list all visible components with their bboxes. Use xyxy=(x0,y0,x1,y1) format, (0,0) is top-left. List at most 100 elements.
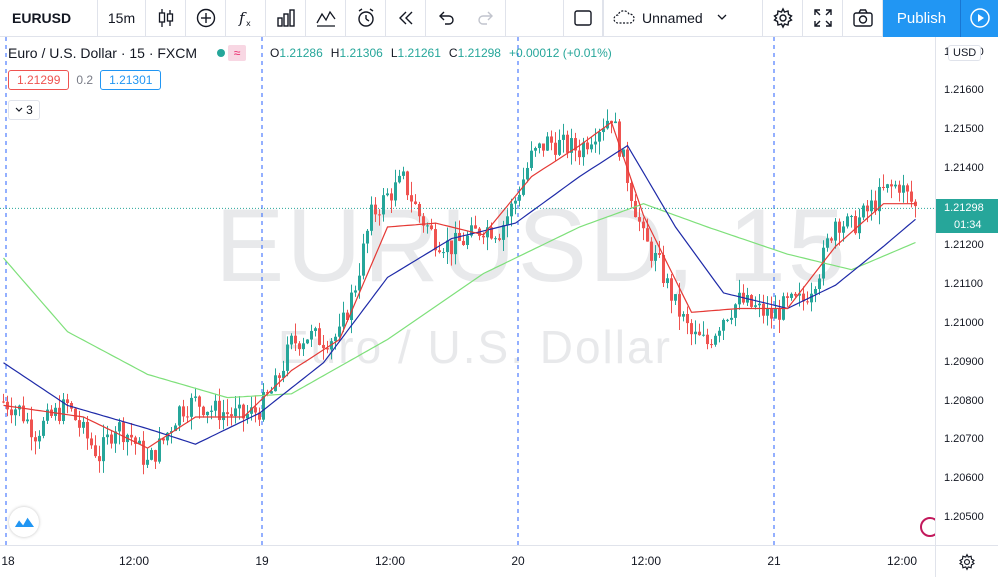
indicators-count: 3 xyxy=(26,103,33,117)
screenshot-icon[interactable] xyxy=(843,0,883,37)
candle-body xyxy=(510,203,513,217)
time-tick-label: 12:00 xyxy=(886,554,918,568)
chart-pane[interactable]: EURUSD, 15 Euro / U.S. Dollar Euro / U.S… xyxy=(0,37,935,545)
candle-body xyxy=(582,142,585,158)
candle-body xyxy=(422,216,425,226)
sell-button[interactable]: 1.21299 xyxy=(8,70,70,90)
candle-body xyxy=(174,425,177,432)
candle-body xyxy=(642,221,645,229)
candle-body xyxy=(506,216,509,226)
redo-icon[interactable] xyxy=(466,0,506,37)
undo-icon[interactable] xyxy=(426,0,466,37)
chart-settings-corner[interactable] xyxy=(935,545,998,577)
candle-body xyxy=(102,437,105,462)
candle-body xyxy=(906,185,909,192)
bar-countdown: 01:34 xyxy=(936,217,998,234)
candle-body xyxy=(354,290,357,293)
candle-body xyxy=(158,438,161,462)
layout-name: Unnamed xyxy=(642,10,703,26)
candle-body xyxy=(682,314,685,317)
candle-body xyxy=(58,407,61,421)
candle-body xyxy=(514,200,517,204)
candle-body xyxy=(694,331,697,335)
candle-body xyxy=(594,141,597,145)
price-tick-label: 1.20600 xyxy=(944,472,984,485)
candle-body xyxy=(554,142,557,155)
candle-body xyxy=(86,421,89,439)
candle-body xyxy=(446,240,449,253)
indicators-toggle-button[interactable]: 3 xyxy=(8,100,40,120)
ma-slow-line xyxy=(3,203,916,399)
settings-icon[interactable] xyxy=(763,0,803,37)
replay-icon[interactable] xyxy=(386,0,426,37)
currency-label[interactable]: USD xyxy=(948,45,982,61)
candle-body xyxy=(418,203,421,217)
candle-body xyxy=(306,339,309,344)
candles-icon[interactable] xyxy=(146,0,186,37)
candle-body xyxy=(878,186,881,212)
fullscreen-icon[interactable] xyxy=(803,0,843,37)
compare-icon[interactable] xyxy=(306,0,346,37)
publish-button[interactable]: Publish xyxy=(883,0,961,37)
candle-body xyxy=(502,225,505,240)
candle-body xyxy=(798,293,801,296)
templates-icon[interactable] xyxy=(266,0,306,37)
candle-body xyxy=(222,412,225,421)
candle-body xyxy=(70,403,73,409)
layout-menu-button[interactable]: Unnamed xyxy=(603,0,763,37)
candle-body xyxy=(346,312,349,321)
candle-body xyxy=(894,184,897,187)
candle-body xyxy=(46,409,49,421)
chevron-down-icon xyxy=(15,107,23,112)
alert-icon[interactable] xyxy=(346,0,386,37)
candle-body xyxy=(74,408,77,421)
add-compare-icon[interactable] xyxy=(186,0,226,37)
candle-body xyxy=(726,319,729,321)
candle-body xyxy=(286,344,289,371)
time-axis[interactable]: 18 12:00 19 12:00 20 12:00 21 12:00 xyxy=(0,545,935,577)
candle-body xyxy=(686,314,689,324)
fullscreen-square-icon[interactable] xyxy=(563,0,603,37)
moving-averages xyxy=(3,121,916,449)
candle-body xyxy=(842,226,845,233)
tradingview-logo-icon[interactable] xyxy=(9,507,39,537)
candle-body xyxy=(410,195,413,202)
market-status-badge[interactable]: ≈ xyxy=(217,45,247,61)
candle-body xyxy=(430,225,433,230)
candle-body xyxy=(566,134,569,153)
interval-button[interactable]: 15m xyxy=(98,0,146,37)
candle-body xyxy=(466,235,469,246)
candle-body xyxy=(390,193,393,201)
legend-title[interactable]: Euro / U.S. Dollar · 15 · FXCM xyxy=(8,45,198,61)
candle-body xyxy=(202,406,205,416)
events-icon[interactable] xyxy=(920,517,935,537)
candle-body xyxy=(702,334,705,336)
candle-body xyxy=(190,397,193,417)
session-lines xyxy=(5,37,775,545)
candle-body xyxy=(578,150,581,158)
candle-body xyxy=(290,335,293,345)
symbol-search-button[interactable]: EURUSD xyxy=(0,0,98,37)
candle-body xyxy=(22,405,25,422)
gear-icon xyxy=(959,552,975,571)
candle-body xyxy=(630,182,633,201)
trade-buttons: 1.21299 0.2 1.21301 xyxy=(8,70,162,90)
candle-body xyxy=(362,243,365,276)
candle-body xyxy=(106,434,109,438)
candle-body xyxy=(350,292,353,321)
candle-body xyxy=(370,204,373,231)
play-icon[interactable] xyxy=(961,0,998,37)
candle-body xyxy=(278,375,281,378)
buy-button[interactable]: 1.21301 xyxy=(100,70,162,90)
price-axis[interactable]: 1.217001.216001.215001.214001.213001.212… xyxy=(935,37,998,545)
price-tick-label: 1.21200 xyxy=(944,239,984,252)
candle-body xyxy=(270,391,273,394)
data-delay-icon: ≈ xyxy=(228,45,247,61)
candle-body xyxy=(402,171,405,176)
candle-body xyxy=(338,326,341,337)
candle-body xyxy=(802,293,805,302)
price-chart-svg xyxy=(0,37,935,545)
candle-body xyxy=(166,432,169,441)
candle-body xyxy=(214,400,217,411)
